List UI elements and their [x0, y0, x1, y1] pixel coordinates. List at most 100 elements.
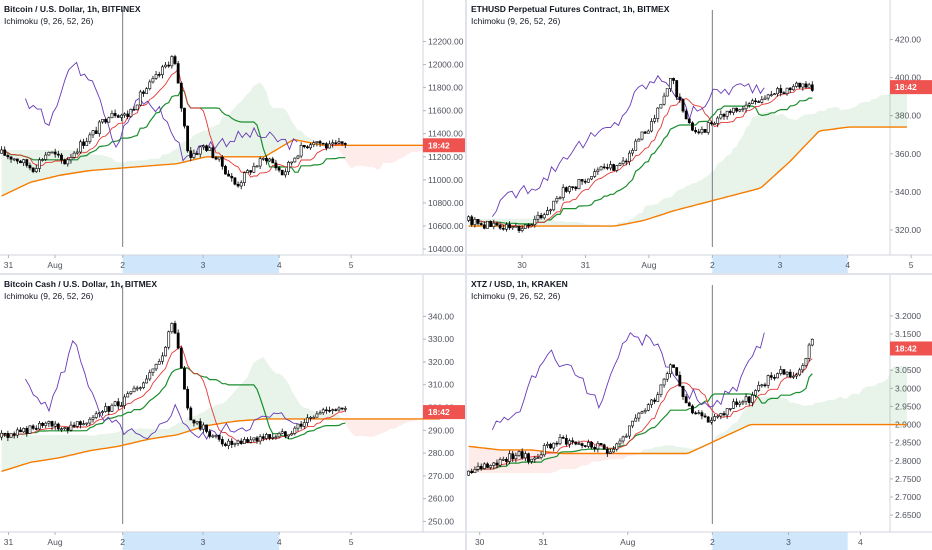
candle-body: [542, 445, 546, 456]
ichimoku-cloud-segment: [238, 101, 242, 157]
candle: [208, 145, 212, 151]
ichimoku-cloud-segment: [553, 452, 557, 473]
ichimoku-cloud-segment: [897, 93, 901, 128]
candle-body: [810, 84, 814, 91]
candle: [703, 413, 707, 419]
ichimoku-cloud-segment: [263, 357, 267, 420]
candle: [631, 420, 634, 429]
candle: [546, 206, 549, 216]
candle-body: [3, 432, 7, 435]
ichimoku-cloud-segment: [834, 106, 838, 129]
ichimoku-cloud-segment: [654, 203, 658, 217]
ichimoku-cloud-segment: [764, 111, 769, 185]
candle-body: [179, 82, 183, 109]
candle: [60, 153, 63, 164]
ichimoku-span-b: [1, 138, 440, 197]
time-tick-label: 31: [581, 260, 591, 270]
ichimoku-cloud-segment: [648, 448, 652, 454]
ichimoku-cloud-segment: [70, 435, 75, 456]
ichimoku-cloud-segment: [64, 149, 68, 175]
panel-separator-horizontal[interactable]: [0, 273, 932, 275]
candle: [571, 186, 575, 191]
time-tick-label: 4: [845, 260, 850, 270]
candle-body: [785, 87, 789, 94]
ichimoku-cloud-segment: [638, 213, 643, 222]
candle-body: [732, 401, 735, 409]
candle-body: [157, 361, 161, 365]
candle: [511, 226, 515, 230]
candle-body: [126, 113, 130, 117]
last-price-tag-label: 18:42: [428, 407, 450, 417]
candle: [290, 430, 294, 436]
chart-panel-bchusd[interactable]: 250.00260.00270.00280.00290.00300.00310.…: [0, 275, 465, 550]
candle: [498, 457, 502, 468]
ichimoku-cloud-segment: [376, 418, 380, 436]
candle-body: [574, 186, 578, 190]
ichimoku-cloud-segment: [727, 426, 731, 436]
candle: [123, 112, 126, 118]
chart-panel-btcusd[interactable]: 10400.00 10600.00 10800.00 11000.00 11200.00…: [0, 0, 465, 273]
panel-separator-vertical[interactable]: [465, 0, 467, 550]
candle-body: [176, 63, 180, 84]
ichimoku-lagging-span: [491, 331, 765, 430]
ichimoku-cloud-segment: [840, 396, 844, 425]
candle: [722, 112, 726, 120]
candle-body: [631, 420, 634, 427]
candle: [113, 109, 117, 118]
candle: [798, 82, 802, 89]
chart-svg[interactable]: 250.00260.00270.00280.00290.00300.00310.…: [0, 275, 465, 550]
ichimoku-cloud-segment: [887, 369, 892, 425]
candle: [34, 164, 38, 174]
ichimoku-cloud-segment: [156, 428, 160, 439]
ichimoku-cloud-segment: [900, 366, 904, 425]
ichimoku-cloud-segment: [14, 149, 18, 191]
candle: [675, 367, 679, 377]
ichimoku-cloud-segment: [512, 218, 516, 227]
ichimoku-cloud-segment: [118, 430, 122, 447]
candle: [536, 453, 540, 460]
chart-panel-ethusd[interactable]: 320.00 340.00 360.00 380.00 400.00 420.00 30 31…: [467, 0, 932, 273]
ichimoku-cloud-segment: [884, 378, 888, 425]
chart-svg[interactable]: 2.6500 2.7000 2.7500 2.8000 2.8500 2.9000 2.95…: [467, 275, 932, 550]
time-tick-label: 2: [710, 537, 715, 547]
candle: [769, 372, 773, 381]
ichimoku-cloud-segment: [294, 125, 298, 141]
candle-body: [580, 179, 584, 182]
ichimoku-cloud-segment: [93, 154, 97, 171]
candle: [725, 110, 729, 120]
candle-body: [34, 428, 38, 430]
ichimoku-cloud-segment: [900, 93, 904, 128]
candle: [621, 157, 625, 166]
candle: [643, 130, 647, 134]
candle: [713, 121, 716, 125]
candle: [173, 320, 177, 335]
ichimoku-cloud-segment: [48, 435, 53, 460]
candle: [183, 365, 186, 390]
candle: [779, 365, 783, 376]
candle: [694, 411, 698, 415]
candle: [776, 86, 780, 97]
ichimoku-cloud-segment: [332, 145, 336, 150]
candle: [293, 157, 297, 163]
candle-body: [508, 453, 511, 462]
price-tick-label: 11200.00: [428, 152, 463, 162]
candle-body: [728, 110, 732, 113]
ichimoku-cloud-segment: [275, 373, 280, 419]
price-tick-label: 400.00: [895, 73, 921, 83]
candle: [719, 110, 723, 120]
candle-body: [782, 369, 786, 375]
ichimoku-cloud-segment: [560, 221, 564, 227]
candle: [205, 424, 208, 434]
candle-body: [69, 424, 73, 431]
price-tick-label: 10600.00: [428, 221, 464, 231]
candle: [788, 369, 792, 379]
ichimoku-cloud-segment: [642, 205, 646, 221]
chart-svg[interactable]: 10400.00 10600.00 10800.00 11000.00 11200.00…: [0, 0, 465, 273]
candle: [195, 151, 199, 155]
candle-body: [201, 424, 205, 430]
candle: [561, 435, 565, 439]
ichimoku-cloud-segment: [124, 161, 128, 168]
chart-panel-xtzusd[interactable]: 2.6500 2.7000 2.7500 2.8000 2.8500 2.9000 2.95…: [467, 275, 932, 550]
price-tick-label: 330.00: [428, 334, 454, 344]
